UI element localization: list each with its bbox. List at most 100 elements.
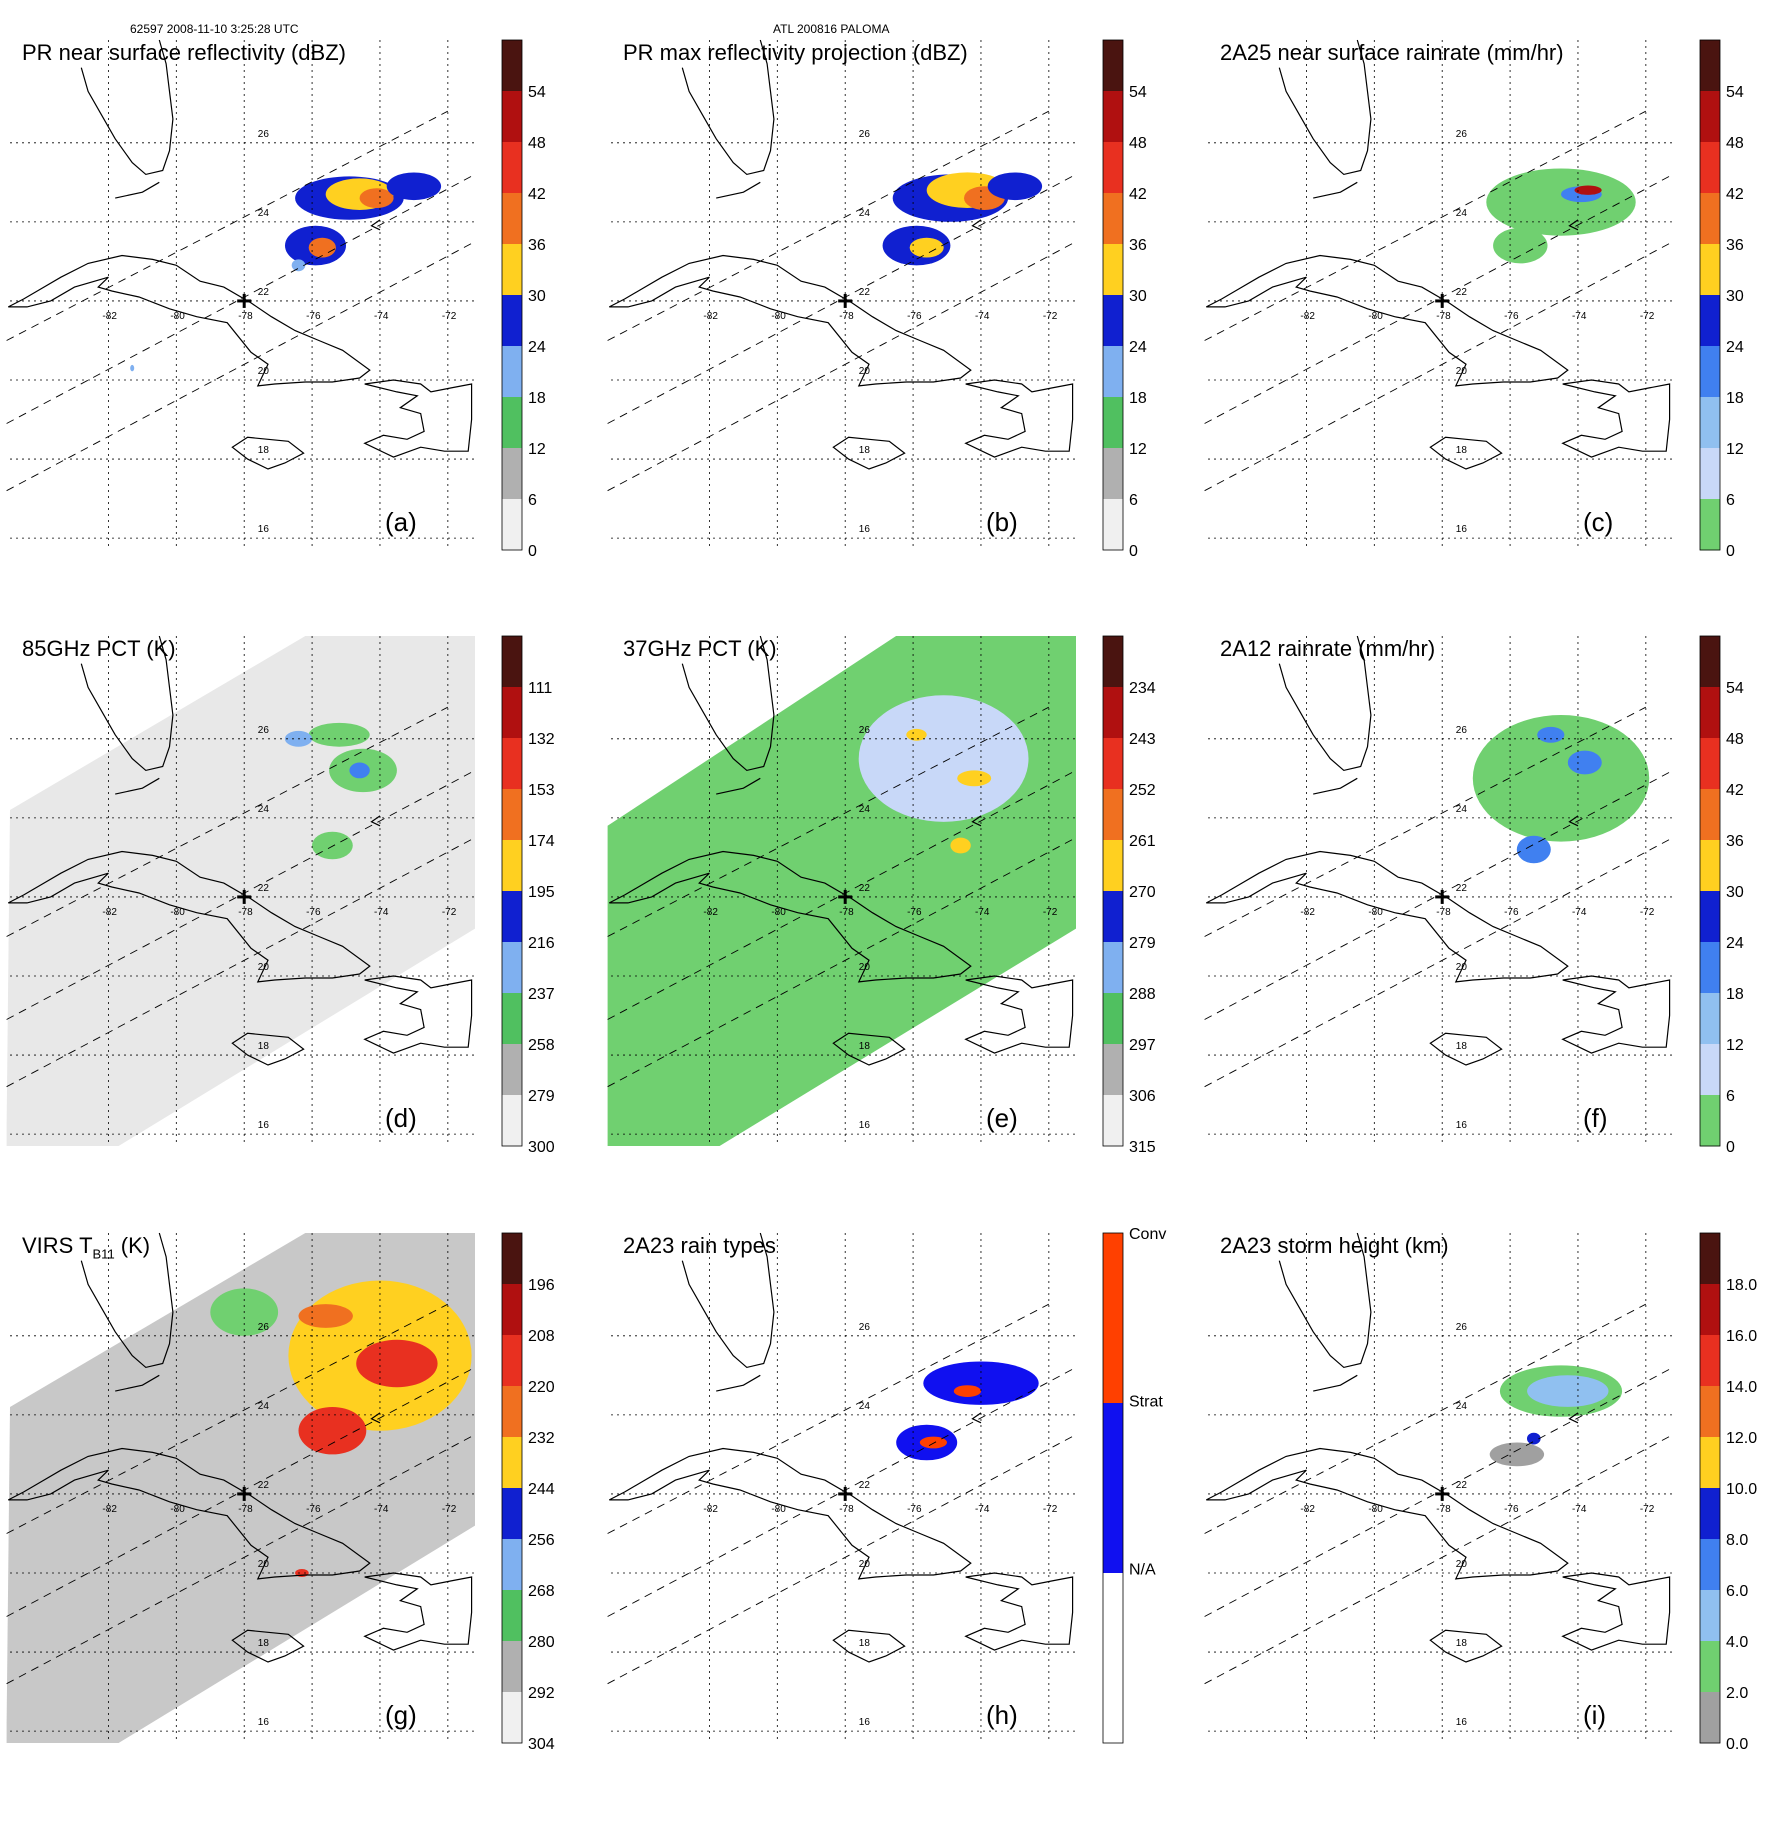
- colorbar-tick-label: 48: [1726, 731, 1744, 748]
- lat-label: 20: [258, 366, 270, 377]
- lon-label: -72: [1043, 311, 1058, 322]
- colorbar-tick-label: 4.0: [1726, 1634, 1748, 1651]
- coastline: [609, 1447, 972, 1580]
- colorbar-tick-label: Conv: [1129, 1226, 1166, 1243]
- colorbar-segment: [1700, 91, 1720, 143]
- colorbar-tick-label: N/A: [1129, 1562, 1156, 1579]
- lon-label: -72: [1043, 907, 1058, 918]
- lon-label: -80: [1368, 1504, 1383, 1515]
- map-h: -82 -80 -78 -76 -74 -72 26 24 22 20 18 16 Conv Strat N…: [607, 1226, 1166, 1744]
- lon-label: -72: [442, 311, 457, 322]
- precip-cell: [312, 831, 353, 860]
- precip-cell: [1567, 750, 1602, 775]
- coastline: [1206, 1447, 1569, 1580]
- colorbar-tick-label: 6: [1726, 492, 1735, 509]
- cross-icon: [1435, 293, 1450, 308]
- colorbar-segment: [1700, 1335, 1720, 1387]
- precip-cell: [1516, 835, 1551, 864]
- coastline: [363, 975, 473, 1054]
- coastline: [370, 219, 381, 231]
- lon-label: -76: [1504, 1504, 1519, 1515]
- coastline: [1278, 635, 1372, 772]
- coastline: [363, 379, 473, 458]
- cross-icon: [237, 293, 252, 308]
- colorbar-tick-label: 24: [528, 339, 546, 356]
- colorbar-tick-label: 18.0: [1726, 1277, 1757, 1294]
- colorbar-segment: [1700, 244, 1720, 296]
- lat-label: 20: [859, 1559, 871, 1570]
- colorbar-tick-label: 36: [528, 237, 546, 254]
- colorbar-tick-label: 18: [1129, 390, 1147, 407]
- colorbar-segment: [1700, 1386, 1720, 1438]
- lon-label: -82: [703, 1504, 718, 1515]
- lon-label: -76: [907, 311, 922, 322]
- lon-label: -74: [374, 311, 389, 322]
- lon-label: -74: [1572, 907, 1587, 918]
- colorbar-segment: [502, 397, 522, 449]
- colorbar-tick-label: 220: [528, 1379, 555, 1396]
- panel-title: VIRS TB11 (K): [22, 1233, 150, 1261]
- colorbar-tick-label: 6: [528, 492, 537, 509]
- coastline: [363, 1572, 473, 1651]
- precip-cell: [386, 172, 442, 201]
- colorbar-tick-label: 174: [528, 833, 555, 850]
- colorbar-d: 111 132 153 174 195 216 237 258 279 300: [501, 635, 555, 1156]
- colorbar-tick-label: 36: [1129, 237, 1147, 254]
- coastline: [115, 1374, 160, 1392]
- colorbar-tick-label: 300: [528, 1139, 555, 1156]
- lon-label: -78: [1436, 1504, 1451, 1515]
- panel-a: -82 -80 -78 -76 -74 -72 26 24 22 20 18 16 54 48 42 36 30…: [6, 39, 600, 640]
- precip-cell: [1574, 185, 1602, 195]
- lon-label: -76: [907, 1504, 922, 1515]
- precip-cell: [919, 1436, 947, 1449]
- lon-label: -78: [1436, 311, 1451, 322]
- colorbar-segment: [1700, 993, 1720, 1045]
- colorbar-tick-label: 256: [528, 1532, 555, 1549]
- swath-background: [6, 636, 475, 1146]
- colorbar-segment: [1103, 942, 1123, 994]
- colorbar-segment: [1700, 789, 1720, 841]
- coastline: [370, 815, 381, 827]
- lat-label: 22: [859, 1480, 871, 1491]
- swath-edge: [607, 1367, 1077, 1617]
- colorbar-tick-label: 268: [528, 1583, 555, 1600]
- colorbar-segment: [1700, 891, 1720, 943]
- cross-icon: [838, 293, 853, 308]
- colorbar-segment: [1103, 40, 1123, 92]
- lon-label: -80: [170, 1504, 185, 1515]
- precip-cell: [1527, 1432, 1541, 1445]
- colorbar-b: 54 48 42 36 30 24 18 12 6 0: [1102, 39, 1147, 560]
- colorbar-tick-label: 0: [1129, 543, 1138, 560]
- lat-label: 26: [1456, 129, 1468, 140]
- colorbar-tick-label: 304: [528, 1736, 555, 1753]
- colorbar-segment: [1700, 295, 1720, 347]
- lat-label: 22: [1456, 883, 1468, 894]
- colorbar-segment: [502, 840, 522, 892]
- coastline: [681, 635, 775, 772]
- colorbar-segment: [1700, 738, 1720, 790]
- colorbar-segment: [502, 346, 522, 398]
- lon-label: -82: [703, 907, 718, 918]
- swath-edge: [6, 1434, 476, 1685]
- panel-title-text: PR near surface reflectivity (dBZ): [22, 40, 346, 65]
- colorbar-tick-label: Strat: [1129, 1393, 1163, 1410]
- colorbar-segment: [1103, 295, 1123, 347]
- colorbar-segment: [1103, 193, 1123, 245]
- colorbar-tick-label: 48: [1129, 135, 1147, 152]
- colorbar-segment: [1103, 1403, 1123, 1574]
- precip-cell: [308, 237, 336, 258]
- colorbar-tick-label: 6: [1129, 492, 1138, 509]
- lat-label: 22: [258, 883, 270, 894]
- colorbar-tick-label: 12.0: [1726, 1430, 1757, 1447]
- colorbar-segment: [1700, 942, 1720, 994]
- colorbar-tick-label: 208: [528, 1328, 555, 1345]
- swath-edge: [6, 770, 476, 1020]
- lat-label: 18: [859, 1638, 871, 1649]
- lat-label: 26: [1456, 725, 1468, 736]
- lat-label: 18: [1456, 445, 1468, 456]
- lat-label: 24: [859, 1401, 871, 1412]
- lat-label: 18: [1456, 1638, 1468, 1649]
- colorbar-segment: [1700, 1233, 1720, 1285]
- colorbar-segment: [1700, 1095, 1720, 1147]
- swath-edge: [607, 174, 1077, 424]
